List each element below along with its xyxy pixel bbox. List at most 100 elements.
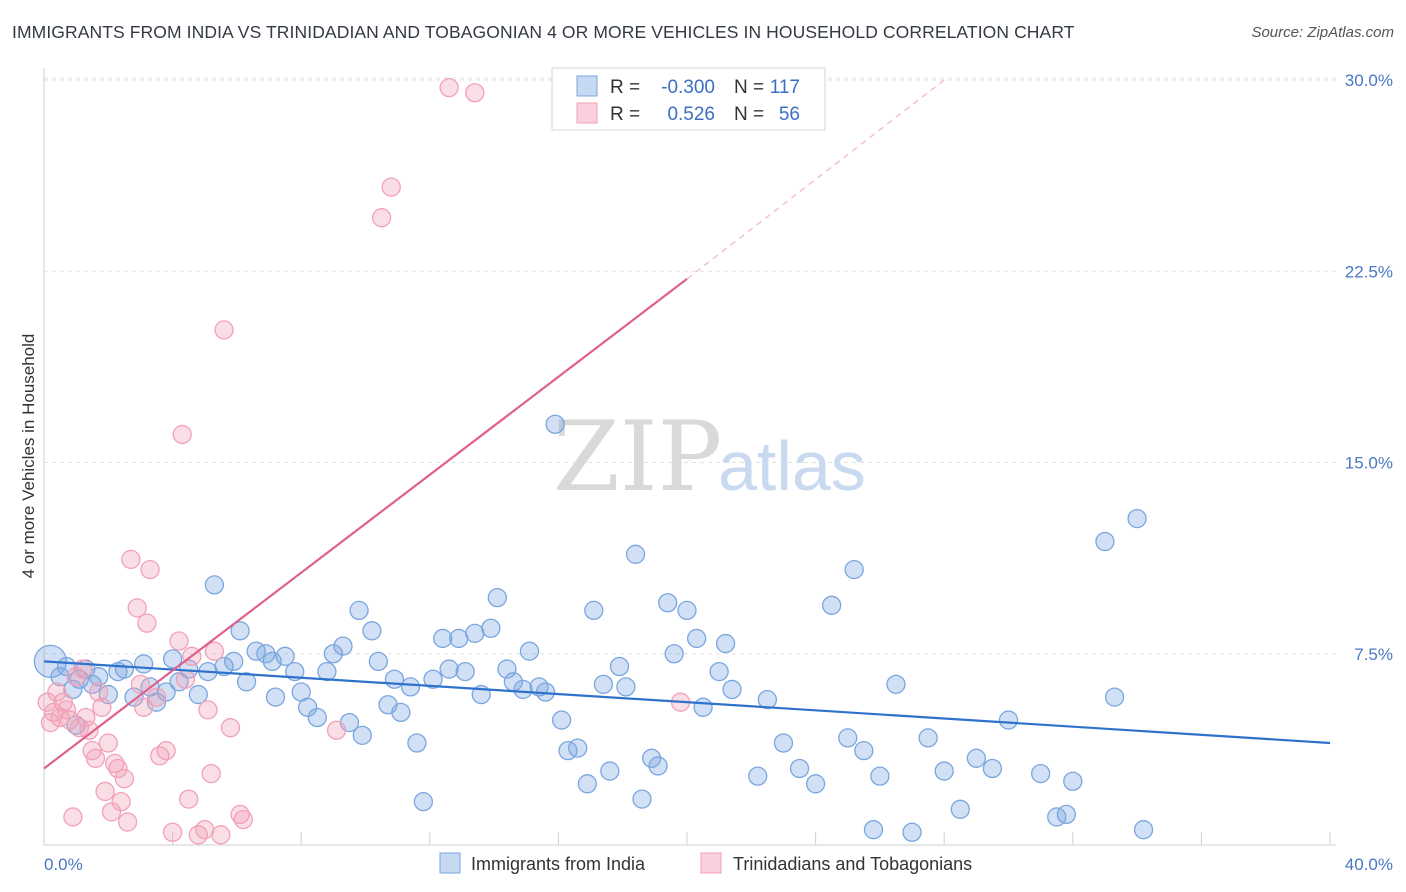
legend-bottom-swatch-india — [439, 852, 461, 874]
trinidad-point-30 — [137, 613, 157, 633]
india-point-97 — [870, 766, 890, 786]
trinidad-point-46 — [211, 825, 231, 845]
india-point-110 — [1095, 531, 1115, 552]
trend-line-india — [43, 660, 1331, 745]
india-point-16 — [156, 682, 176, 702]
india-point-104 — [982, 758, 1003, 779]
india-point-36 — [317, 661, 337, 682]
india-point-24 — [224, 651, 244, 672]
india-point-82 — [686, 628, 707, 649]
india-point-106 — [1031, 763, 1051, 784]
india-point-83 — [693, 697, 713, 717]
trinidad-point-3 — [47, 682, 67, 702]
trinidad-point-38 — [175, 669, 196, 689]
india-point-63 — [529, 677, 549, 697]
india-point-57 — [481, 618, 501, 638]
grid-lines — [44, 77, 1336, 655]
trinidad-point-35 — [162, 822, 183, 842]
trinidad-point-19 — [98, 733, 118, 753]
trinidad-point-7 — [60, 710, 80, 730]
india-point-75 — [625, 544, 646, 564]
india-point-47 — [400, 677, 421, 697]
watermark-zip: ZIP — [553, 401, 722, 513]
india-point-96 — [863, 820, 884, 840]
trinidad-point-13 — [79, 720, 99, 740]
india-point-72 — [600, 761, 620, 781]
legend-n-value-india: 117 — [770, 77, 800, 98]
trinidad-point-55 — [465, 83, 485, 103]
legend-top: R = -0.300 N = 117 R = 0.526 N = 56 — [551, 67, 826, 131]
series-trinidad-points — [37, 78, 691, 845]
trinidad-point-17 — [92, 697, 112, 717]
trinidad-point-18 — [95, 781, 115, 802]
trinidad-point-45 — [204, 641, 225, 661]
india-point-42 — [362, 621, 382, 641]
india-point-105 — [998, 710, 1019, 730]
india-point-25 — [230, 621, 250, 641]
india-point-91 — [805, 774, 826, 794]
india-point-23 — [214, 656, 234, 677]
india-point-54 — [455, 661, 475, 682]
trinidad-point-49 — [230, 804, 250, 825]
trinidad-point-31 — [140, 559, 160, 580]
india-point-71 — [593, 674, 614, 694]
india-point-65 — [545, 414, 565, 434]
chart-title: IMMIGRANTS FROM INDIA VS TRINIDADIAN AND… — [12, 22, 1075, 42]
india-point-79 — [658, 593, 678, 613]
india-point-69 — [577, 774, 597, 794]
india-point-8 — [89, 667, 109, 687]
india-point-102 — [950, 799, 970, 819]
india-point-58 — [487, 588, 507, 608]
india-point-98 — [886, 674, 906, 694]
trinidad-point-33 — [150, 746, 170, 766]
trinidad-point-29 — [134, 697, 154, 717]
trinidad-point-34 — [156, 741, 176, 761]
india-point-1 — [50, 667, 70, 687]
india-point-93 — [838, 728, 858, 748]
india-point-53 — [449, 628, 469, 649]
india-point-90 — [789, 758, 810, 779]
india-point-62 — [519, 641, 540, 661]
trend-line-trinidad — [43, 278, 688, 770]
legend-swatch-trinidad — [576, 102, 598, 124]
india-point-89 — [773, 733, 794, 753]
india-point-68 — [568, 738, 588, 758]
trinidad-point-50 — [233, 809, 253, 830]
india-point-101 — [934, 761, 954, 781]
trinidad-point-37 — [172, 424, 192, 445]
india-point-3 — [63, 679, 83, 700]
trinidad-point-52 — [371, 208, 392, 228]
trinidad-point-15 — [85, 748, 106, 768]
trinidad-point-51 — [326, 720, 347, 740]
trinidad-point-20 — [101, 802, 122, 822]
legend-bottom-label-india: Immigrants from India — [471, 854, 646, 874]
india-point-17 — [162, 649, 183, 669]
india-point-48 — [407, 733, 427, 753]
india-point-86 — [722, 679, 742, 700]
trinidad-point-43 — [198, 700, 218, 720]
india-point-61 — [513, 679, 533, 700]
india-point-77 — [641, 748, 662, 768]
trinidad-point-47 — [214, 320, 234, 340]
legend-bottom: Immigrants from India Trinidadians and T… — [439, 852, 972, 874]
india-point-55 — [465, 623, 485, 643]
y-tick-label-0: 7.5% — [1354, 645, 1393, 664]
india-point-111 — [1104, 687, 1125, 707]
legend-bottom-label-trinidad: Trinidadians and Tobagonians — [733, 854, 972, 874]
trinidad-point-44 — [201, 763, 221, 784]
x-ticks — [43, 832, 1331, 845]
india-point-51 — [433, 628, 453, 649]
trinidad-point-9 — [66, 667, 86, 687]
trinidad-point-23 — [111, 792, 131, 812]
trinidad-point-16 — [89, 682, 109, 702]
india-point-92 — [822, 595, 842, 615]
india-point-41 — [352, 725, 372, 745]
trend-lines — [43, 79, 1331, 770]
legend-swatch-india — [576, 75, 598, 97]
india-point-108 — [1056, 804, 1077, 825]
trinidad-point-42 — [195, 820, 215, 840]
india-point-87 — [748, 766, 768, 786]
legend-r-label-trinidad: R = — [610, 104, 640, 125]
legend-bottom-swatch-trinidad — [700, 852, 722, 874]
